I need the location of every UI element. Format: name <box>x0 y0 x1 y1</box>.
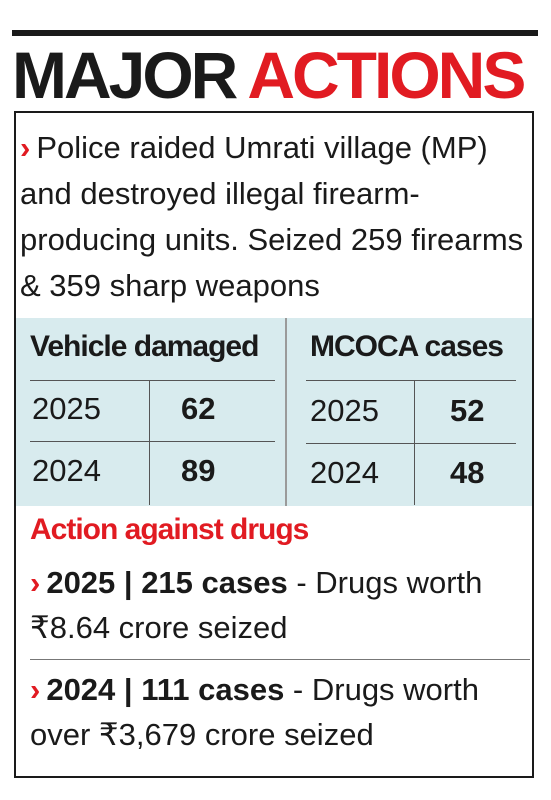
content-panel <box>14 111 534 778</box>
stats-tables <box>16 318 532 506</box>
top-rule <box>12 30 538 36</box>
drug-item-2024-bold: 2024 | 111 cases <box>46 672 285 707</box>
vehicle-table-col-divider <box>149 381 150 505</box>
drug-item-2025-bold: 2025 | 215 cases <box>46 565 288 600</box>
vehicle-table-row-rule <box>30 441 275 442</box>
drug-item-2024-text: - Drugs worth over ₹3,679 crore seized <box>30 672 479 752</box>
vehicle-table-header-rule <box>30 380 275 381</box>
headline-word-major: MAJOR <box>12 38 238 112</box>
drugs-separator <box>30 659 530 660</box>
chevron-right-icon: › <box>30 565 41 600</box>
vehicle-row-2025-value: 62 <box>181 391 216 426</box>
vehicle-table-title: Vehicle damaged <box>30 330 259 363</box>
intro-text: Police raided Umrati village (MP) and de… <box>20 130 524 303</box>
headline-word-actions: ACTIONS <box>247 38 526 112</box>
chevron-right-icon: › <box>30 672 41 707</box>
mcoca-table-title: MCOCA cases <box>310 330 504 363</box>
mcoca-row-2025-year: 2025 <box>310 393 379 428</box>
mcoca-table-row-rule <box>306 443 516 444</box>
drug-item-2025-text: - Drugs worth ₹8.64 crore seized <box>30 565 483 645</box>
vehicle-row-2024-year: 2024 <box>32 453 101 488</box>
tables-divider <box>285 318 287 506</box>
drugs-section-title: Action against drugs <box>30 513 309 546</box>
vehicle-row-2024-value: 89 <box>181 453 216 488</box>
mcoca-table-header-rule <box>306 380 516 381</box>
intro-paragraph: › Police raided Umrati village (MP) and d… <box>20 125 534 309</box>
mcoca-row-2024-value: 48 <box>450 455 485 490</box>
mcoca-row-2025-value: 52 <box>450 393 485 428</box>
chevron-right-icon: › <box>20 130 31 165</box>
drug-item-2024: › 2024 | 111 cases - Drugs worth over ₹3,… <box>30 667 530 757</box>
drug-item-2025: › 2025 | 215 cases - Drugs worth ₹8.64 cr… <box>30 560 530 650</box>
vehicle-row-2025-year: 2025 <box>32 391 101 426</box>
mcoca-row-2024-year: 2024 <box>310 455 379 490</box>
headline: MAJOR ACTIONS <box>12 38 526 112</box>
